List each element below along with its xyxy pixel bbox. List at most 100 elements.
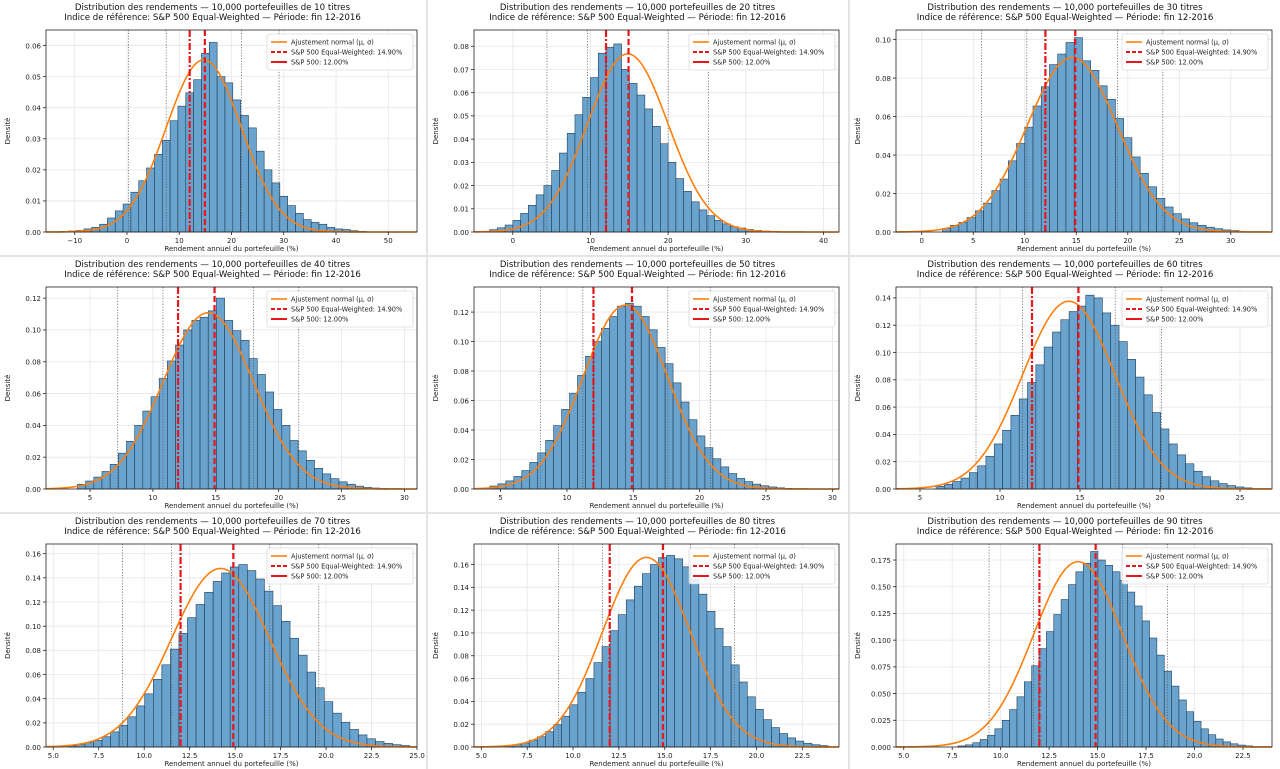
histogram-bar <box>332 712 342 748</box>
histogram-bar <box>977 465 987 490</box>
histogram-bars <box>489 302 793 490</box>
histogram-bar <box>1168 443 1178 490</box>
x-axis: 0 5 10 15 20 25 30 <box>920 232 1235 245</box>
x-tick-label: 30 <box>741 237 750 245</box>
histogram-bar <box>1002 430 1012 490</box>
x-axis-label: Rendement annuel du portefeuille (%) <box>589 502 723 510</box>
y-tick-label: 0.04 <box>453 136 469 144</box>
chart-subtitle: Indice de référence: S&P 500 Equal-Weigh… <box>917 12 1214 23</box>
legend-label-ew: S&P 500 Equal-Weighted: 14.90% <box>713 305 824 313</box>
x-tick-label: 20 <box>1156 494 1165 502</box>
histogram-panel-50: Distribution des rendements — 10,000 por… <box>428 257 847 511</box>
histogram-bar <box>952 481 962 490</box>
y-tick-label: 0.00 <box>875 486 891 494</box>
chart-subtitle: Indice de référence: S&P 500 Equal-Weigh… <box>917 526 1214 537</box>
x-tick-label: 12.5 <box>182 752 198 760</box>
histogram-bar <box>1024 681 1032 748</box>
chart-subtitle: Indice de référence: S&P 500 Equal-Weigh… <box>489 526 786 537</box>
histogram-bar <box>1118 341 1128 490</box>
x-tick-label: 25 <box>762 494 771 502</box>
legend-box <box>1121 290 1269 328</box>
y-tick-label: 0.02 <box>25 167 41 175</box>
histogram-panel-30: Distribution des rendements — 10,000 por… <box>850 0 1280 254</box>
x-tick-label: 20.0 <box>749 752 765 760</box>
chart-subtitle: Indice de référence: S&P 500 Equal-Weigh… <box>489 269 786 280</box>
x-axis: 5 10 15 20 25 <box>918 489 1245 502</box>
x-axis-label: Rendement annuel du portefeuille (%) <box>589 760 723 768</box>
histogram-bar <box>569 704 579 748</box>
histogram-bar <box>704 447 714 490</box>
histogram-bar <box>994 728 1003 748</box>
y-tick-label: 0.12 <box>875 322 891 330</box>
x-tick-label: 30 <box>1226 237 1235 245</box>
legend-label-sp: S&P 500: 12.00% <box>1146 315 1203 323</box>
histogram-bar <box>617 614 627 748</box>
y-tick-label: 0.14 <box>25 575 41 583</box>
histogram-bar <box>577 691 587 748</box>
histogram-bar <box>545 731 554 748</box>
histogram-bar <box>1171 685 1180 748</box>
histogram-bar <box>636 94 646 233</box>
y-tick-label: 0.12 <box>25 599 41 607</box>
histogram-bar <box>561 715 571 748</box>
histogram-bar <box>101 471 111 490</box>
y-tick-label: 0.08 <box>453 653 469 661</box>
histogram-bar <box>152 679 163 748</box>
histogram-bar <box>1127 359 1136 490</box>
histogram-bar <box>1112 571 1121 748</box>
histogram-panel-10: Distribution des rendements — 10,000 por… <box>0 0 425 254</box>
y-tick-label: 0.02 <box>875 459 891 467</box>
histogram-bar <box>590 77 599 233</box>
y-tick-label: 0.00 <box>875 229 891 237</box>
histogram-bar <box>1009 709 1018 748</box>
x-tick-label: 25 <box>337 494 346 502</box>
histogram-panel-60: Distribution des rendements — 10,000 por… <box>850 257 1280 511</box>
legend-label-sp: S&P 500: 12.00% <box>291 315 348 323</box>
y-tick-label: 0.04 <box>875 431 891 439</box>
y-axis: 0.00 0.02 0.04 0.06 0.08 0.10 0.12 0.14 0.16 <box>25 550 46 752</box>
x-axis-label: Rendement annuel du portefeuille (%) <box>1017 760 1151 768</box>
y-tick-label: 0.16 <box>25 550 41 558</box>
histogram-bar <box>264 590 274 748</box>
legend-box <box>688 33 836 71</box>
histogram-bar <box>644 108 653 233</box>
chart-title: Distribution des rendements — 10,000 por… <box>500 260 776 270</box>
histogram-bar <box>161 664 171 748</box>
histogram-bar <box>1057 53 1067 233</box>
legend-label-sp: S&P 500: 12.00% <box>713 572 770 580</box>
x-tick-label: 15 <box>629 494 638 502</box>
x-axis-label: Rendement annuel du portefeuille (%) <box>1017 502 1151 510</box>
y-tick-label: 0.04 <box>25 422 41 430</box>
histogram-bar <box>634 585 643 748</box>
histogram-bar <box>1082 562 1091 748</box>
y-tick-label: 0.06 <box>875 113 891 121</box>
y-tick-label: 0.08 <box>453 368 469 376</box>
y-axis-label: Densité <box>854 118 862 145</box>
x-tick-label: 25 <box>1236 494 1245 502</box>
x-axis: 5.0 7.5 10.0 12.5 15.0 17.5 20.0 22.5 25.0 <box>48 747 425 760</box>
x-tick-label: 5 <box>498 494 502 502</box>
histogram-bar <box>629 83 638 233</box>
histogram-bar <box>746 696 756 748</box>
histogram-panel-40: Distribution des rendements — 10,000 por… <box>0 257 425 511</box>
histogram-bar <box>130 191 140 233</box>
histogram-bars <box>957 551 1253 748</box>
histogram-bar <box>690 579 700 748</box>
histogram-bar <box>559 152 568 233</box>
x-axis: 5 10 15 20 25 30 <box>498 489 837 502</box>
histogram-bar <box>553 425 562 490</box>
histogram-bar <box>1178 699 1187 748</box>
y-tick-label: 0.01 <box>25 198 41 206</box>
histogram-bar <box>154 154 163 233</box>
histogram-bar <box>1065 42 1075 233</box>
legend: Ajustement normal (μ, σ) S&P 500 Equal-We… <box>688 290 836 328</box>
histogram-bar <box>968 472 978 490</box>
histogram-bar <box>706 610 716 748</box>
y-tick-label: 0.100 <box>871 637 891 645</box>
histogram-bar <box>110 731 120 748</box>
x-tick-label: 10 <box>1020 237 1029 245</box>
histogram-bar <box>1052 331 1062 490</box>
histogram-bar <box>585 355 594 490</box>
histogram-bar <box>150 396 160 490</box>
